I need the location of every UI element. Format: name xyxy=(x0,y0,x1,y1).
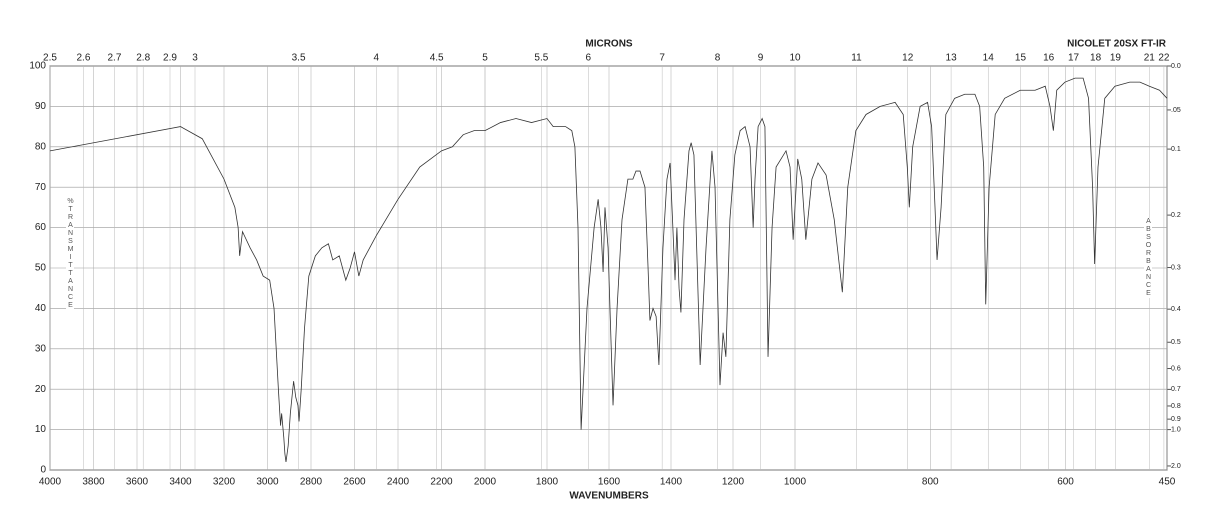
y2-tick-label: 0.3 xyxy=(1171,264,1181,271)
x-tick-label: 1200 xyxy=(722,477,745,488)
x-tick-label: 1400 xyxy=(660,477,683,488)
y2-tick-label: 2.0 xyxy=(1171,463,1181,470)
y-tick-label: 30 xyxy=(35,343,47,354)
x2-tick-label: 18 xyxy=(1090,53,1102,64)
x-axis-title: WAVENUMBERS xyxy=(569,491,649,502)
x2-tick-label: 9 xyxy=(758,53,764,64)
y2-tick-label: 0.6 xyxy=(1171,365,1181,372)
y2-tick-label: 0.4 xyxy=(1171,306,1181,313)
x2-tick-label: 8 xyxy=(715,53,721,64)
x-tick-label: 4000 xyxy=(39,477,62,488)
x-tick-label: 3000 xyxy=(256,477,279,488)
y2-tick-label: 0.8 xyxy=(1171,403,1181,410)
y-axis-title: %TRANSMITTANCE xyxy=(66,198,74,310)
y2-axis-title: ABSORBANCE xyxy=(1144,218,1152,298)
y-tick-label: 20 xyxy=(35,384,47,395)
x2-tick-label: 2.9 xyxy=(163,53,177,64)
x-tick-label: 600 xyxy=(1057,477,1074,488)
y2-tick-label: 0.2 xyxy=(1171,212,1181,219)
y-tick-label: 10 xyxy=(35,424,47,435)
y-tick-label: 40 xyxy=(35,303,47,314)
x2-tick-label: 4.5 xyxy=(430,53,444,64)
x2-tick-label: 2.8 xyxy=(136,53,150,64)
y2-tick-label: 0.0 xyxy=(1171,63,1181,70)
y-tick-label: 90 xyxy=(35,101,47,112)
x2-tick-label: 15 xyxy=(1015,53,1027,64)
x2-tick-label: 4 xyxy=(373,53,379,64)
top-axis-title: MICRONS xyxy=(585,39,633,50)
x-tick-label: 3400 xyxy=(169,477,192,488)
y2-tick-label: 0.1 xyxy=(1171,146,1181,153)
x-tick-label: 2200 xyxy=(430,477,453,488)
x-tick-label: 1000 xyxy=(784,477,807,488)
x2-tick-label: 17 xyxy=(1068,53,1080,64)
x2-tick-label: 5 xyxy=(482,53,488,64)
x-tick-label: 3800 xyxy=(82,477,105,488)
y2-tick-label: .05 xyxy=(1171,107,1181,114)
x2-tick-label: 3 xyxy=(192,53,198,64)
x2-tick-label: 16 xyxy=(1043,53,1055,64)
x2-tick-label: 14 xyxy=(983,53,995,64)
y-tick-label: 60 xyxy=(35,222,47,233)
x-tick-label: 1800 xyxy=(536,477,559,488)
x-tick-label: 2800 xyxy=(300,477,323,488)
x2-tick-label: 12 xyxy=(902,53,914,64)
x-tick-label: 3200 xyxy=(213,477,236,488)
y-tick-label: 70 xyxy=(35,182,47,193)
y2-tick-label: 0.7 xyxy=(1171,386,1181,393)
x-tick-label: 2400 xyxy=(387,477,410,488)
x2-tick-label: 2.6 xyxy=(77,53,91,64)
x2-tick-label: 11 xyxy=(851,53,862,64)
x2-tick-label: 19 xyxy=(1110,53,1122,64)
x2-tick-label: 13 xyxy=(946,53,958,64)
y-tick-label: 50 xyxy=(35,263,47,274)
x2-tick-label: 7 xyxy=(659,53,665,64)
x2-tick-label: 2.5 xyxy=(43,53,57,64)
x2-tick-label: 6 xyxy=(586,53,592,64)
y-tick-label: 80 xyxy=(35,141,47,152)
y-tick-label: 0 xyxy=(40,465,46,476)
x2-tick-label: 21 xyxy=(1144,53,1156,64)
x-tick-label: 2000 xyxy=(474,477,497,488)
x2-tick-label: 10 xyxy=(789,53,801,64)
y2-tick-label: 1.0 xyxy=(1171,426,1181,433)
x-tick-label: 2600 xyxy=(343,477,366,488)
x-tick-label: 800 xyxy=(922,477,939,488)
x2-tick-label: 2.7 xyxy=(107,53,121,64)
chart-title: NICOLET 20SX FT-IR xyxy=(1067,39,1167,50)
x-tick-label: 450 xyxy=(1159,477,1176,488)
x2-tick-label: 5.5 xyxy=(534,53,548,64)
y2-tick-label: 0.5 xyxy=(1171,339,1181,346)
y-tick-label: 100 xyxy=(29,61,46,72)
spectrum-line xyxy=(49,77,1168,462)
y2-tick-label: 0.9 xyxy=(1171,416,1181,423)
x2-tick-label: 22 xyxy=(1158,53,1170,64)
x2-tick-label: 3.5 xyxy=(292,53,306,64)
x-tick-label: 3600 xyxy=(126,477,149,488)
x-tick-label: 1600 xyxy=(598,477,621,488)
